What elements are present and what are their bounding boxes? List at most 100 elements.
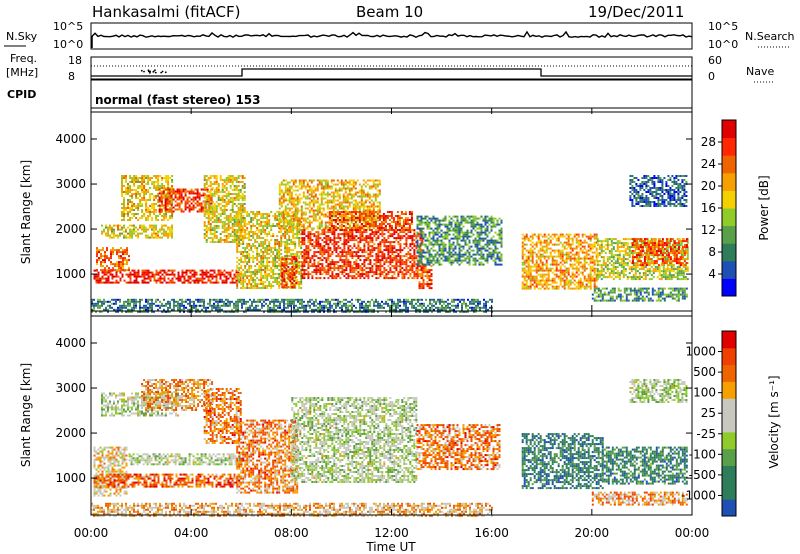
heatmap-cell bbox=[365, 251, 368, 254]
heatmap-cell bbox=[262, 283, 265, 285]
heatmap-cell bbox=[153, 236, 155, 239]
heatmap-cell bbox=[377, 251, 380, 254]
heatmap-cell bbox=[396, 229, 399, 231]
heatmap-cell bbox=[329, 253, 332, 256]
heatmap-cell bbox=[296, 233, 299, 235]
heatmap-cell bbox=[252, 287, 255, 289]
heatmap-cell bbox=[343, 237, 346, 240]
heatmap-cell bbox=[323, 249, 326, 252]
heatmap-cell bbox=[139, 275, 142, 278]
heatmap-cell bbox=[288, 237, 291, 239]
heatmap-cell bbox=[153, 195, 156, 197]
heatmap-cell bbox=[296, 223, 299, 226]
heatmap-cell bbox=[268, 283, 271, 285]
heatmap-cell bbox=[296, 219, 299, 222]
heatmap-cell bbox=[256, 255, 259, 257]
heatmap-cell bbox=[405, 263, 408, 266]
heatmap-cell bbox=[235, 281, 238, 284]
heatmap-cell bbox=[184, 208, 187, 211]
heatmap-cell bbox=[292, 221, 295, 224]
heatmap-cell bbox=[343, 241, 346, 244]
heatmap-cell bbox=[181, 281, 184, 284]
heatmap-cell bbox=[141, 217, 144, 219]
heatmap-cell bbox=[368, 227, 371, 230]
heatmap-cell bbox=[365, 241, 368, 244]
heatmap-cell bbox=[126, 247, 128, 250]
heatmap-cell bbox=[211, 227, 214, 229]
heatmap-cell bbox=[190, 208, 193, 211]
heatmap-cell bbox=[274, 215, 277, 217]
heatmap-cell bbox=[129, 236, 131, 239]
heatmap-cell bbox=[227, 221, 230, 223]
heatmap-cell bbox=[137, 203, 140, 205]
heatmap-cell bbox=[323, 241, 326, 244]
heatmap-cell bbox=[174, 190, 177, 193]
heatmap-cell bbox=[126, 259, 128, 262]
heatmap-cell bbox=[376, 183, 379, 186]
heatmap-cell bbox=[223, 273, 226, 276]
heatmap-cell bbox=[194, 196, 197, 199]
heatmap-cell bbox=[244, 279, 247, 281]
heatmap-cell bbox=[157, 187, 160, 189]
heatmap-cell bbox=[418, 221, 421, 224]
heatmap-cell bbox=[363, 243, 366, 246]
heatmap-cell bbox=[305, 251, 308, 254]
heatmap-cell bbox=[354, 187, 357, 190]
heatmap-cell bbox=[285, 270, 288, 273]
heatmap-cell bbox=[306, 207, 309, 210]
heatmap-cell bbox=[366, 223, 369, 225]
heatmap-cell bbox=[200, 210, 203, 213]
heatmap-cell bbox=[101, 232, 103, 235]
heatmap-cell bbox=[281, 284, 284, 287]
heatmap-cell bbox=[236, 225, 239, 227]
heatmap-cell bbox=[283, 276, 286, 279]
heatmap-cell bbox=[325, 243, 328, 246]
heatmap-cell bbox=[129, 277, 132, 280]
heatmap-cell bbox=[361, 275, 364, 278]
heatmap-cell bbox=[399, 259, 402, 262]
heatmap-cell bbox=[372, 179, 375, 182]
heatmap-cell bbox=[369, 261, 372, 264]
heatmap-cell bbox=[254, 217, 257, 219]
heatmap-cell bbox=[304, 195, 307, 198]
heatmap-cell bbox=[450, 245, 453, 248]
heatmap-cell bbox=[242, 273, 245, 275]
heatmap-cell bbox=[266, 225, 269, 227]
heatmap-cell bbox=[411, 255, 414, 258]
heatmap-cell bbox=[254, 279, 257, 281]
heatmap-cell bbox=[145, 226, 147, 229]
frequency-spike bbox=[154, 69, 156, 71]
heatmap-cell bbox=[213, 177, 216, 179]
heatmap-cell bbox=[381, 273, 384, 276]
heatmap-cell bbox=[290, 231, 293, 233]
heatmap-cell bbox=[268, 245, 271, 247]
heatmap-cell bbox=[270, 261, 273, 263]
heatmap-cell bbox=[250, 275, 253, 277]
heatmap-cell bbox=[430, 217, 433, 220]
heatmap-cell bbox=[231, 269, 234, 272]
heatmap-cell bbox=[110, 261, 112, 264]
heatmap-cell bbox=[264, 273, 267, 275]
heatmap-cell bbox=[213, 219, 216, 221]
heatmap-cell bbox=[205, 199, 208, 201]
heatmap-cell bbox=[450, 263, 453, 266]
heatmap-cell bbox=[200, 206, 203, 209]
heatmap-cell bbox=[329, 267, 332, 270]
heatmap-cell bbox=[125, 273, 128, 276]
heatmap-cell bbox=[318, 211, 321, 214]
heatmap-cell bbox=[286, 189, 289, 192]
heatmap-cell bbox=[428, 263, 431, 266]
heatmap-cell bbox=[382, 227, 385, 229]
heatmap-cell bbox=[167, 177, 170, 179]
heatmap-cell bbox=[248, 271, 251, 273]
heatmap-cell bbox=[372, 219, 375, 222]
heatmap-cell bbox=[381, 265, 384, 268]
heatmap-cell bbox=[335, 243, 338, 246]
heatmap-cell bbox=[333, 263, 336, 266]
heatmap-cell bbox=[347, 277, 350, 280]
heatmap-cell bbox=[416, 267, 419, 270]
heatmap-cell bbox=[260, 225, 263, 227]
heatmap-cell bbox=[211, 233, 214, 235]
heatmap-cell bbox=[420, 227, 423, 230]
heatmap-cell bbox=[381, 255, 384, 258]
